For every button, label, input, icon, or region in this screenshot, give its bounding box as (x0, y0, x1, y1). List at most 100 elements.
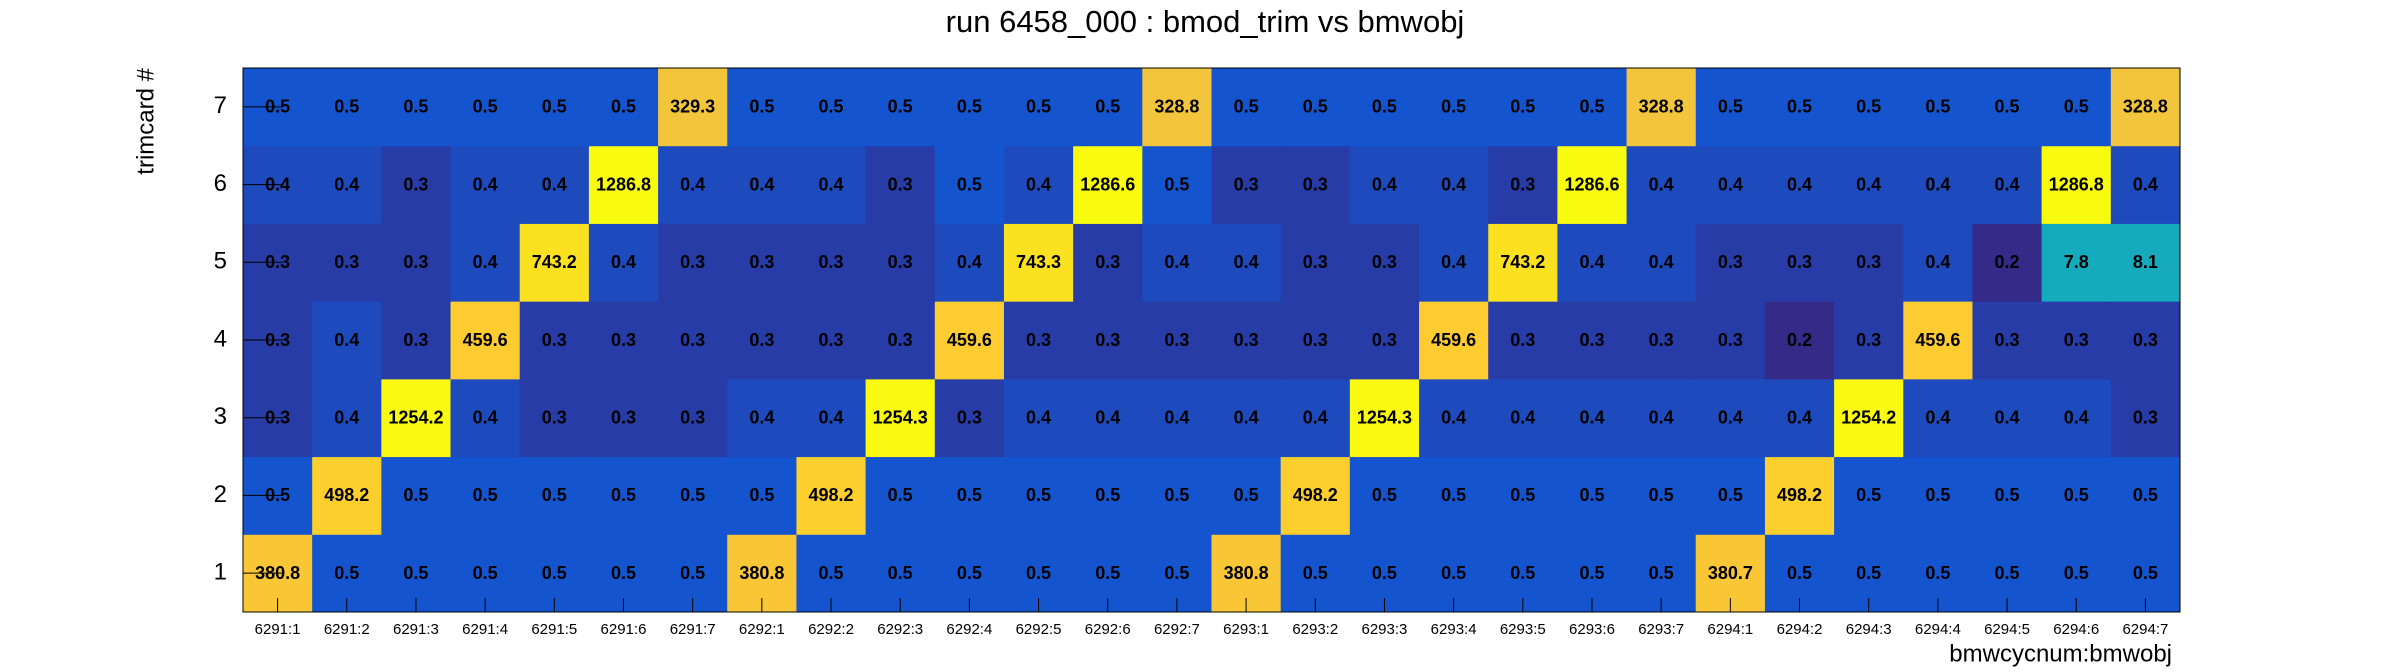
cell-label: 743.2 (1500, 252, 1545, 272)
cell-label: 0.5 (1510, 485, 1535, 505)
cell-label: 0.4 (1718, 407, 1743, 427)
cell-label: 0.2 (1995, 252, 2020, 272)
cell-label: 0.5 (1925, 563, 1950, 583)
y-tick-label: 1 (214, 558, 227, 585)
heatmap-cell (1003, 301, 1074, 380)
heatmap-cell (2110, 68, 2181, 147)
x-tick-label: 6293:2 (1292, 621, 1338, 638)
heatmap-cell (450, 378, 521, 458)
cell-label: 0.5 (611, 485, 636, 505)
cell-label: 0.5 (611, 97, 636, 117)
cell-label: 0.4 (334, 330, 359, 350)
heatmap-cell (865, 456, 936, 535)
heatmap-cell (519, 223, 590, 302)
cell-label: 0.2 (1787, 330, 1812, 350)
heatmap-cell (1626, 456, 1697, 535)
cell-label: 0.3 (403, 174, 428, 194)
heatmap-cell (1419, 456, 1489, 535)
heatmap-cell (1142, 301, 1212, 380)
cell-label: 0.5 (2064, 97, 2089, 117)
x-tick-label: 6291:6 (601, 621, 647, 638)
cell-label: 0.3 (611, 407, 636, 427)
cell-label: 0.3 (1995, 330, 2020, 350)
cell-label: 0.3 (819, 252, 844, 272)
cell-label: 0.5 (957, 485, 982, 505)
heatmap-cell (1349, 68, 1420, 147)
heatmap-cell (1972, 145, 2043, 224)
x-tick-label: 6292:5 (1016, 621, 1062, 638)
cell-label: 0.3 (542, 407, 567, 427)
cell-label: 0.5 (1718, 485, 1743, 505)
heatmap-cell (1280, 456, 1351, 535)
x-tick-label: 6293:5 (1500, 621, 1546, 638)
heatmap-cell (1488, 223, 1558, 302)
cell-label: 0.4 (1925, 252, 1950, 272)
cell-label: 0.5 (888, 563, 913, 583)
cell-label: 0.4 (1925, 174, 1950, 194)
heatmap-cell (381, 145, 452, 224)
x-tick-label: 6291:5 (531, 621, 577, 638)
cell-label: 459.6 (947, 330, 992, 350)
x-tick-label: 6294:5 (1984, 621, 2030, 638)
cell-label: 0.3 (1234, 330, 1259, 350)
heatmap-cell (796, 68, 867, 147)
cell-label: 0.5 (1995, 97, 2020, 117)
cell-label: 0.5 (680, 563, 705, 583)
cell-label: 0.5 (1856, 97, 1881, 117)
cell-label: 0.4 (1579, 252, 1604, 272)
heatmap-cell (1142, 68, 1212, 147)
cell-label: 0.3 (1579, 330, 1604, 350)
heatmap-cell (1764, 456, 1835, 535)
cell-label: 0.4 (1441, 407, 1466, 427)
cell-label: 0.3 (1718, 252, 1743, 272)
cell-label: 0.5 (1579, 485, 1604, 505)
heatmap-cell (1073, 68, 1143, 147)
heatmap-cell (519, 145, 590, 224)
x-tick-label: 6291:7 (670, 621, 716, 638)
cell-label: 0.4 (1372, 174, 1397, 194)
cell-label: 459.6 (1915, 330, 1960, 350)
cell-label: 0.5 (542, 563, 567, 583)
cell-label: 0.4 (1649, 407, 1674, 427)
cell-label: 0.5 (1234, 485, 1259, 505)
cell-label: 0.4 (1164, 252, 1189, 272)
y-tick-label: 6 (214, 170, 227, 197)
cell-label: 0.5 (334, 97, 359, 117)
heatmap-cell (1003, 145, 1074, 224)
cell-label: 0.4 (749, 174, 774, 194)
cell-label: 0.4 (1164, 407, 1189, 427)
heatmap-cell (2110, 378, 2181, 458)
heatmap-cell (519, 68, 590, 147)
heatmap-cell (727, 456, 797, 535)
heatmap-cell (1073, 456, 1143, 535)
cell-label: 0.5 (1026, 485, 1051, 505)
cell-label: 0.4 (1925, 407, 1950, 427)
x-tick-label: 6294:1 (1707, 621, 1753, 638)
cell-label: 380.8 (739, 563, 784, 583)
y-tick-label: 3 (214, 403, 227, 430)
cell-label: 0.3 (819, 330, 844, 350)
cell-label: 0.4 (1787, 407, 1812, 427)
cell-label: 0.5 (1372, 485, 1397, 505)
heatmap-cell (312, 223, 382, 302)
cell-label: 0.3 (1026, 330, 1051, 350)
cell-label: 0.3 (403, 252, 428, 272)
heatmap-cell (1764, 223, 1835, 302)
cell-label: 0.5 (1164, 563, 1189, 583)
cell-label: 0.3 (888, 252, 913, 272)
heatmap-cell (1903, 145, 1973, 224)
y-tick-label: 5 (214, 248, 227, 275)
cell-label: 0.5 (1579, 97, 1604, 117)
cell-label: 0.3 (1510, 174, 1535, 194)
cell-label: 0.5 (1441, 563, 1466, 583)
cell-label: 0.4 (1095, 407, 1120, 427)
cell-label: 0.5 (611, 563, 636, 583)
x-tick-label: 6293:7 (1638, 621, 1684, 638)
cell-label: 0.5 (680, 485, 705, 505)
heatmap-cell (1280, 301, 1351, 380)
cell-label: 0.4 (334, 407, 359, 427)
cell-label: 0.5 (542, 97, 567, 117)
heatmap-cell (1211, 145, 1282, 224)
heatmap-cell (1211, 301, 1282, 380)
cell-label: 459.6 (463, 330, 508, 350)
